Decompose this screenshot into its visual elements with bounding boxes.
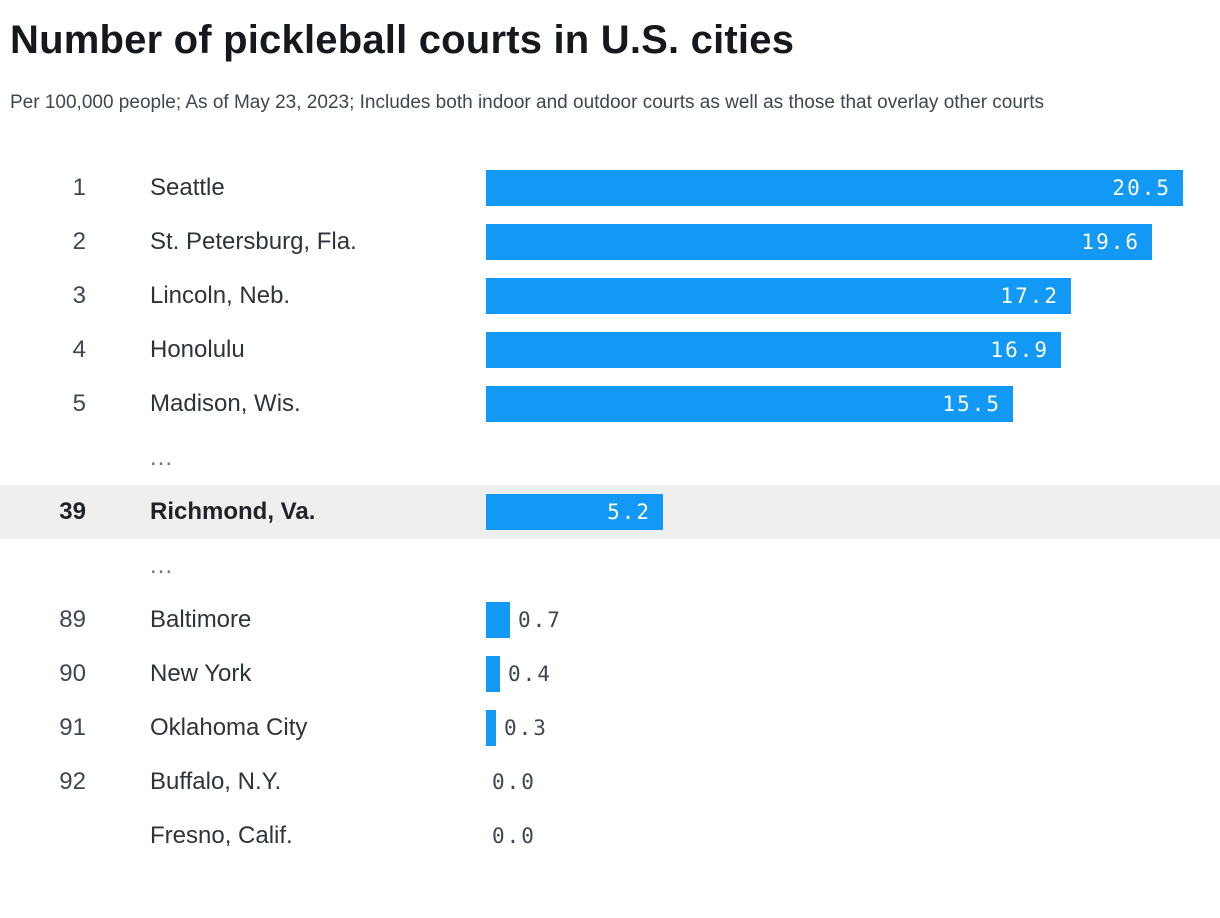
value-label: 20.5: [1112, 176, 1171, 200]
bar-track: 5.2: [486, 494, 1183, 530]
city-label: Fresno, Calif.: [150, 822, 293, 849]
city-label: ...: [150, 552, 174, 579]
rank-label: 90: [59, 660, 86, 687]
rank-label: 5: [72, 390, 86, 417]
city-label: St. Petersburg, Fla.: [150, 228, 357, 255]
chart-row: 1 Seattle 20.5: [0, 161, 1220, 215]
bar-track: 0.0: [486, 764, 1183, 800]
chart-rows: 1 Seattle 20.5 2 St. Petersburg, Fla. 19…: [0, 161, 1220, 863]
rank-label: 3: [72, 282, 86, 309]
value-bar: 15.5: [486, 386, 1013, 422]
city-label: New York: [150, 660, 252, 687]
value-bar: [486, 656, 500, 692]
chart-subtitle: Per 100,000 people; As of May 23, 2023; …: [10, 92, 1045, 113]
bar-track: 17.2: [486, 278, 1183, 314]
rank-label: 92: [59, 768, 86, 795]
rank-label: 4: [72, 336, 86, 363]
bar-track: 15.5: [486, 386, 1183, 422]
city-label: ...: [150, 444, 174, 471]
city-label: Seattle: [150, 174, 225, 201]
bar-track: 20.5: [486, 170, 1183, 206]
value-label: 16.9: [990, 338, 1049, 362]
chart-row: 39 Richmond, Va. 5.2: [0, 485, 1220, 539]
rank-label: 2: [72, 228, 86, 255]
value-bar: 17.2: [486, 278, 1071, 314]
city-label: Buffalo, N.Y.: [150, 768, 282, 795]
value-bar: 19.6: [486, 224, 1152, 260]
city-label: Baltimore: [150, 606, 252, 633]
bar-track: 0.3: [486, 710, 1183, 746]
city-label: Lincoln, Neb.: [150, 282, 291, 309]
value-label: 0.0: [492, 770, 536, 794]
value-label: 17.2: [1000, 284, 1059, 308]
bar-track: [486, 548, 1183, 584]
rank-label: 91: [59, 714, 86, 741]
bar-track: 16.9: [486, 332, 1183, 368]
value-label: 5.2: [607, 500, 651, 524]
bar-track: 0.4: [486, 656, 1183, 692]
chart-row: Fresno, Calif. 0.0: [0, 809, 1220, 863]
bar-track: 0.0: [486, 818, 1183, 854]
value-bar: 16.9: [486, 332, 1061, 368]
value-bar: [486, 710, 496, 746]
chart-title: Number of pickleball courts in U.S. citi…: [10, 18, 795, 62]
rank-label: 1: [72, 174, 86, 201]
bar-track: 0.7: [486, 602, 1183, 638]
value-bar: [486, 602, 510, 638]
city-label: Oklahoma City: [150, 714, 308, 741]
chart-row: 91 Oklahoma City 0.3: [0, 701, 1220, 755]
chart-row: 4 Honolulu 16.9: [0, 323, 1220, 377]
value-bar: 20.5: [486, 170, 1183, 206]
rank-label: 39: [59, 498, 86, 525]
city-label: Madison, Wis.: [150, 390, 301, 417]
chart-row: 3 Lincoln, Neb. 17.2: [0, 269, 1220, 323]
bar-track: [486, 440, 1183, 476]
value-label: 19.6: [1081, 230, 1140, 254]
chart-row: ...: [0, 539, 1220, 593]
bar-track: 19.6: [486, 224, 1183, 260]
city-label: Honolulu: [150, 336, 245, 363]
chart-row: 90 New York 0.4: [0, 647, 1220, 701]
rank-label: 89: [59, 606, 86, 633]
value-label: 0.3: [504, 716, 548, 740]
value-label: 15.5: [942, 392, 1001, 416]
city-label: Richmond, Va.: [150, 498, 316, 525]
value-label: 0.7: [518, 608, 562, 632]
chart-row: 5 Madison, Wis. 15.5: [0, 377, 1220, 431]
chart-row: 2 St. Petersburg, Fla. 19.6: [0, 215, 1220, 269]
chart-row: ...: [0, 431, 1220, 485]
value-bar: 5.2: [486, 494, 663, 530]
chart-row: 92 Buffalo, N.Y. 0.0: [0, 755, 1220, 809]
chart-row: 89 Baltimore 0.7: [0, 593, 1220, 647]
value-label: 0.0: [492, 824, 536, 848]
value-label: 0.4: [508, 662, 552, 686]
